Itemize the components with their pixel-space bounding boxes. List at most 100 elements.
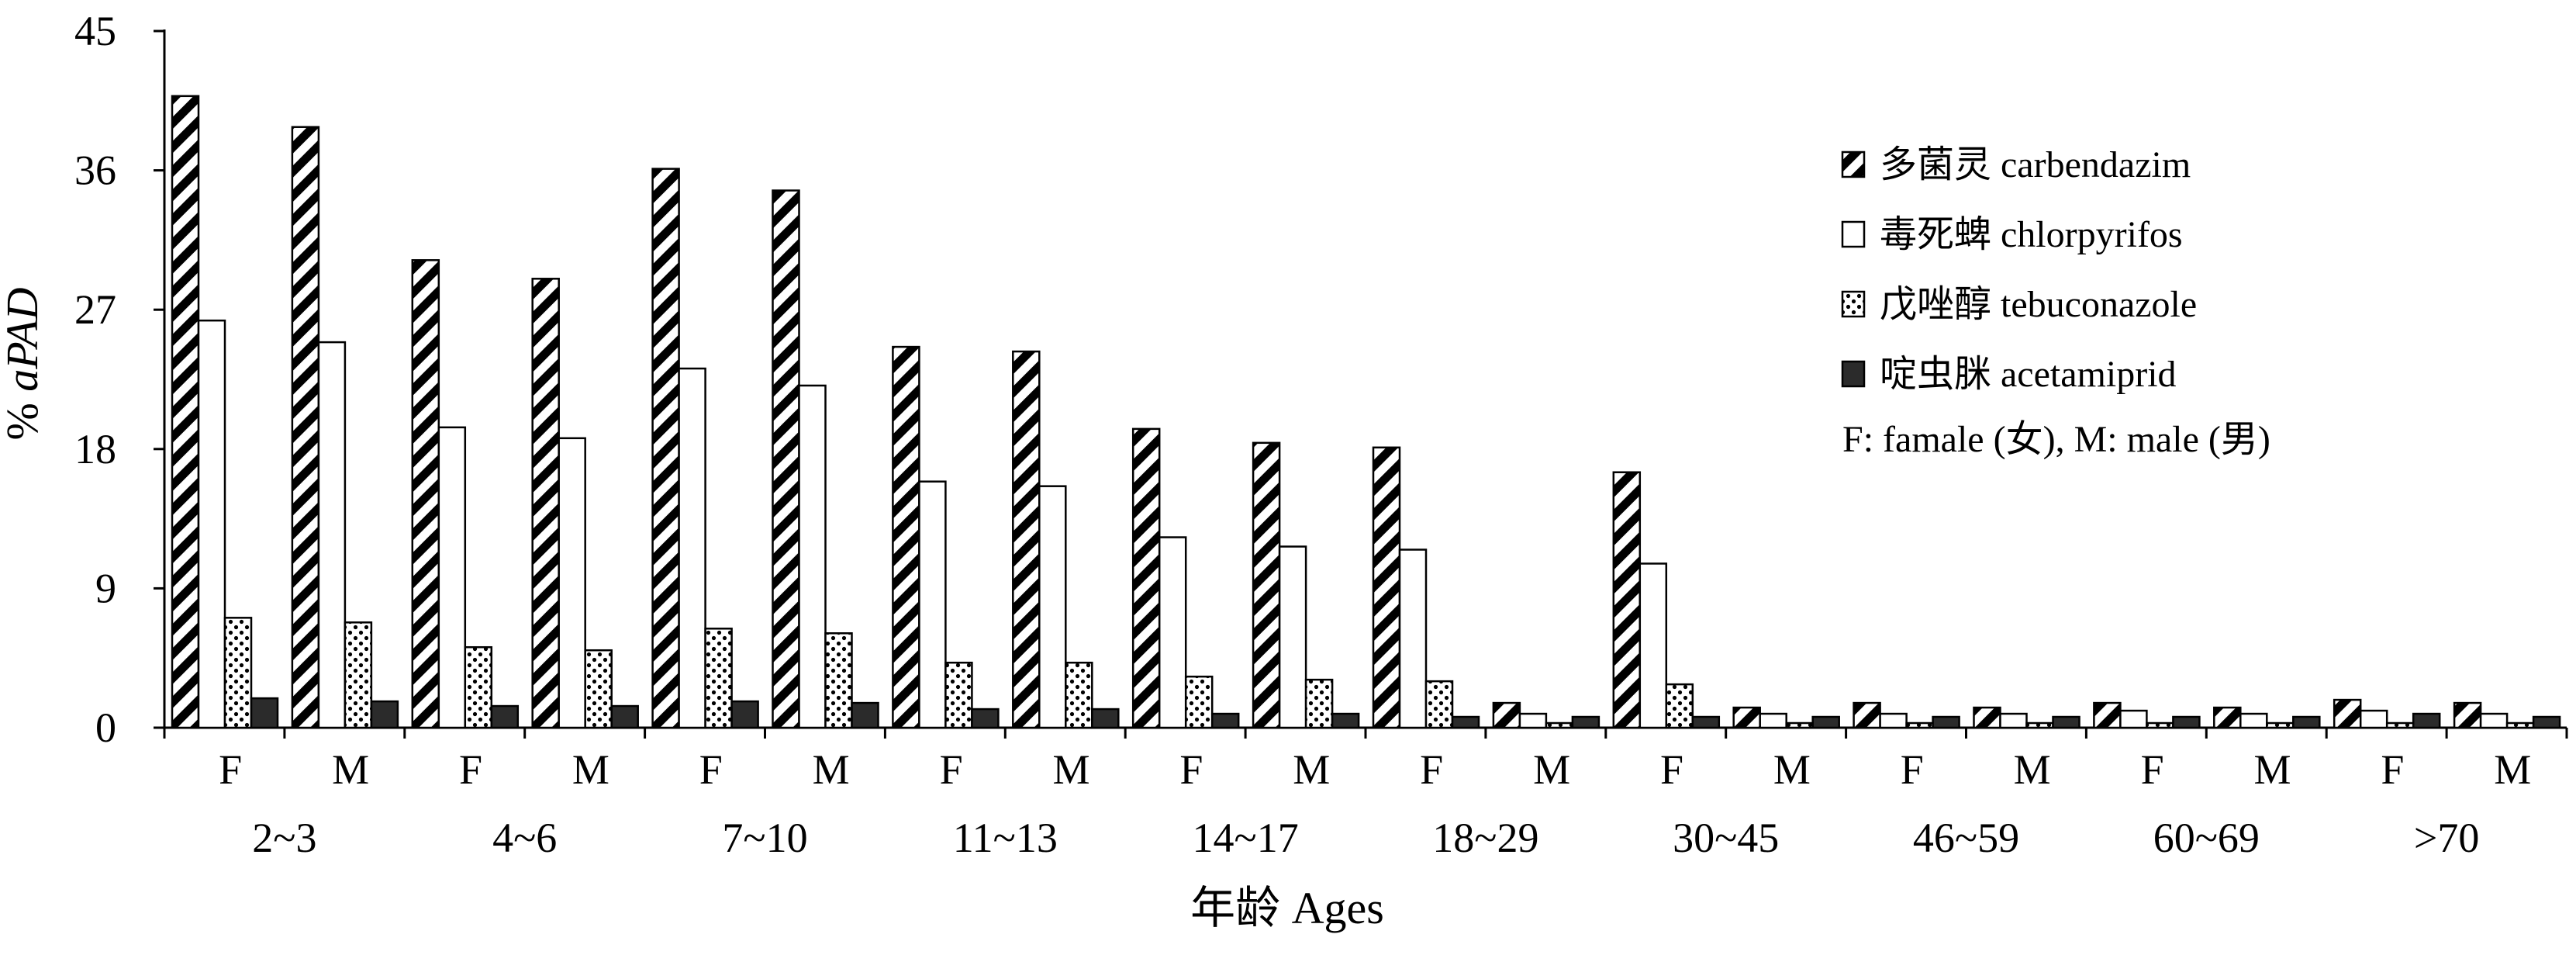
bar-white: [1518, 712, 1548, 729]
bar-diagonal-hatch: [531, 278, 560, 729]
x-sex-label: F: [940, 746, 963, 793]
bar-dotted: [704, 628, 733, 729]
bar-solid-dark: [2292, 715, 2321, 729]
bar-diagonal-hatch: [1973, 706, 2001, 729]
bar-dotted: [1785, 721, 1814, 729]
bar-solid-dark: [2172, 715, 2201, 729]
bar-white: [678, 367, 706, 729]
x-sex-label: F: [2141, 746, 2164, 793]
bar-dotted: [584, 649, 613, 729]
x-sex-label: M: [332, 746, 369, 793]
bar-diagonal-hatch: [2093, 701, 2122, 729]
bar-white: [437, 426, 467, 729]
bar-solid-dark: [1932, 715, 1960, 729]
bar-solid-dark: [1571, 715, 1601, 729]
bar-dotted: [223, 617, 253, 729]
bar-dotted: [824, 632, 853, 729]
bar-white: [2479, 712, 2509, 729]
bar-diagonal-hatch: [2213, 706, 2242, 729]
x-sex-label: F: [1660, 746, 1683, 793]
bar-diagonal-hatch: [1853, 701, 1881, 729]
bar-dotted: [944, 661, 973, 729]
y-axis-title-prefix: %: [0, 392, 47, 441]
bar-diagonal-hatch: [171, 95, 200, 729]
bar-solid-dark: [1091, 708, 1120, 729]
bar-white: [918, 480, 947, 729]
bar-diagonal-hatch: [1252, 441, 1281, 729]
bar-white: [2239, 712, 2268, 729]
y-tick-label: 36: [74, 147, 116, 194]
bar-white: [798, 384, 827, 729]
x-sex-label: M: [813, 746, 850, 793]
x-age-group-label: 11~13: [953, 815, 1058, 861]
bar-white: [1759, 712, 1787, 729]
bar-solid-dark: [370, 700, 399, 729]
x-age-group-label: 14~17: [1192, 815, 1298, 861]
bar-solid-dark: [851, 701, 879, 729]
bar-white: [1879, 712, 1908, 729]
x-sex-label: M: [1293, 746, 1330, 793]
bar-solid-dark: [2052, 715, 2080, 729]
bar-white: [2119, 709, 2148, 729]
bar-diagonal-hatch: [772, 189, 800, 729]
bar-solid-dark: [1691, 715, 1721, 729]
bar-solid-dark: [1210, 712, 1240, 729]
x-age-group-label: 4~6: [492, 815, 557, 861]
x-axis-title: 年龄 Ages: [1190, 883, 1384, 933]
x-sex-label: M: [1533, 746, 1570, 793]
x-age-group-label: 60~69: [2153, 815, 2260, 861]
bar-dotted: [2025, 721, 2054, 729]
bar-diagonal-hatch: [411, 259, 440, 729]
y-tick-label: 27: [74, 286, 116, 333]
bar-solid-dark: [490, 704, 520, 729]
legend-swatch-white: [1841, 220, 1866, 248]
x-sex-label: M: [572, 746, 609, 793]
x-sex-label: F: [459, 746, 482, 793]
x-sex-label: F: [1179, 746, 1203, 793]
bar-white: [1638, 562, 1668, 729]
bar-dotted: [1065, 661, 1093, 729]
bar-diagonal-hatch: [1131, 427, 1161, 729]
legend-label: 戊唑醇 tebuconazole: [1880, 284, 2197, 325]
bar-solid-dark: [1451, 715, 1480, 729]
x-sex-label: F: [1901, 746, 1924, 793]
legend-note: F: famale (女), M: male (男): [1842, 419, 2270, 460]
x-age-group-label: 2~3: [252, 815, 316, 861]
bar-diagonal-hatch: [892, 345, 920, 729]
bar-diagonal-hatch: [2453, 701, 2482, 729]
bar-white: [1398, 548, 1428, 729]
bar-dotted: [464, 645, 493, 729]
bar-dotted: [1665, 683, 1694, 729]
bar-solid-dark: [971, 708, 1000, 729]
bar-diagonal-hatch: [1732, 706, 1761, 729]
y-axis-title-italic: aPAD: [0, 287, 47, 391]
bar-diagonal-hatch: [1612, 471, 1642, 729]
bar-dotted: [1545, 721, 1574, 729]
bar-dotted: [1905, 721, 1934, 729]
bar-dotted: [2505, 721, 2535, 729]
legend-label: 啶虫脒 acetamiprid: [1880, 354, 2177, 395]
bar-dotted: [344, 621, 373, 729]
bar-solid-dark: [610, 704, 639, 729]
bar-solid-dark: [1811, 715, 1840, 729]
bar-white: [558, 437, 586, 729]
plot-area: 0 9 18 27 36 45 F M F M F M F M F M F M F M F M F M F M 2~3 4~6 7~10…: [74, 8, 2568, 861]
x-age-group-label: 7~10: [722, 815, 807, 861]
bar-solid-dark: [730, 700, 759, 729]
legend-swatch-dotted: [1841, 290, 1866, 318]
x-sex-label: F: [2381, 746, 2404, 793]
x-sex-label: F: [1420, 746, 1443, 793]
bar-diagonal-hatch: [1372, 446, 1401, 729]
x-sex-label: M: [1052, 746, 1089, 793]
bar-dotted: [1304, 678, 1334, 729]
bar-solid-dark: [2412, 712, 2441, 729]
bar-white: [1158, 536, 1187, 729]
legend-label: 多菌灵 carbendazim: [1880, 144, 2191, 185]
legend-swatch-solid-dark: [1841, 360, 1866, 388]
bar-white: [1999, 712, 2028, 729]
y-tick-label: 45: [74, 8, 116, 54]
x-age-group-label: 46~59: [1913, 815, 2019, 861]
bar-solid-dark: [250, 697, 279, 729]
